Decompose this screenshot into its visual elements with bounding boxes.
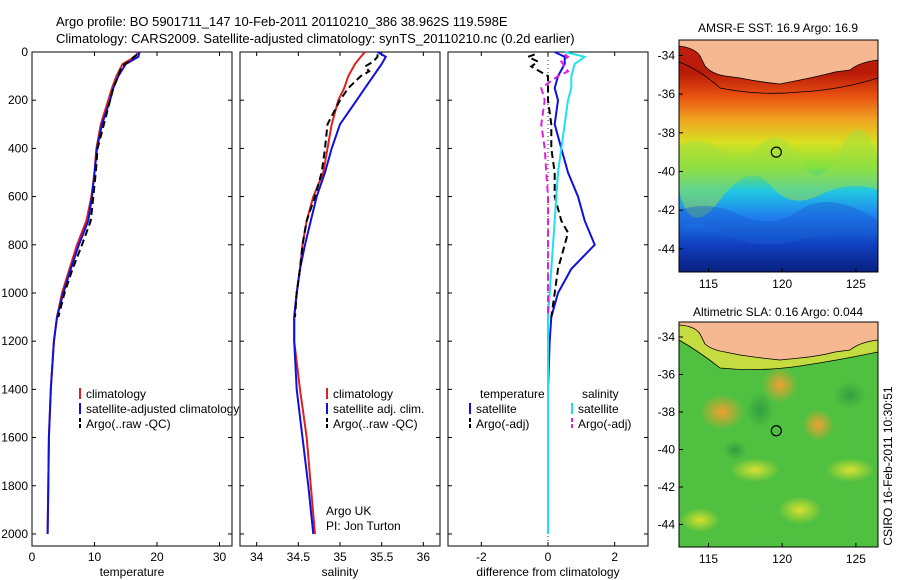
x-tick-label: 35.5 — [370, 550, 394, 564]
y-tick-label: 0 — [21, 45, 28, 59]
x-axis-label: difference from climatology — [476, 565, 619, 579]
y-tick-label: 2000 — [1, 527, 28, 541]
y-tick-label: 400 — [8, 141, 28, 155]
legend-label: Argo(-adj) — [578, 417, 631, 431]
map-y-tick-label: -44 — [658, 518, 676, 532]
legend-label: Argo(..raw -QC) — [86, 417, 171, 431]
series-line — [293, 51, 388, 535]
annotation-text: Argo UK — [326, 504, 371, 518]
map-y-tick-label: -42 — [658, 480, 676, 494]
sst-isobath — [679, 61, 878, 94]
map-x-tick-label: 120 — [772, 552, 792, 566]
x-axis-label: temperature — [100, 565, 165, 579]
legend-label: temperature — [480, 387, 545, 401]
y-tick-label: 1600 — [1, 431, 28, 445]
map-x-tick-label: 125 — [846, 277, 866, 291]
sst-land — [679, 40, 878, 85]
legend-label: Argo(..raw -QC) — [333, 417, 418, 431]
y-tick-label: 800 — [8, 238, 28, 252]
y-tick-label: 1000 — [1, 286, 28, 300]
series-line — [525, 53, 570, 318]
temperature-panel: 0 10 20 30 temperature 0 200 400 600 800 1000 1200 1… — [1, 45, 239, 579]
map-y-tick-label: -44 — [658, 242, 676, 256]
legend-label: Argo(-adj) — [476, 417, 529, 431]
y-tick-label: 1200 — [1, 334, 28, 348]
series-line — [57, 53, 138, 318]
legend-label: climatology — [86, 387, 146, 401]
sst-map-title: AMSR-E SST: 16.9 Argo: 16.9 — [698, 21, 858, 35]
x-axis-label: salinity — [322, 565, 359, 579]
series-line — [547, 51, 588, 534]
x-tick-label: 35 — [333, 550, 347, 564]
header-line-2: Climatology: CARS2009. Satellite-adjuste… — [56, 31, 575, 46]
x-tick-label: 10 — [88, 550, 102, 564]
map-y-tick-label: -36 — [658, 368, 676, 382]
x-tick-label: 34 — [250, 550, 264, 564]
legend-label: satellite — [476, 402, 517, 416]
x-tick-label: -2 — [476, 550, 487, 564]
legend-label: salinity — [582, 387, 619, 401]
x-tick-label: 34.5 — [287, 550, 311, 564]
y-tick-label: 1800 — [1, 479, 28, 493]
series-line — [46, 51, 141, 535]
legend-label: satellite adj. clim. — [333, 402, 424, 416]
plot-frame — [31, 51, 233, 547]
series-line — [540, 53, 570, 318]
y-tick-label: 600 — [8, 190, 28, 204]
legend-label: satellite-adjusted climatology — [86, 402, 239, 416]
map-y-tick-label: -40 — [658, 443, 676, 457]
y-tick-label: 1400 — [1, 382, 28, 396]
map-y-tick-label: -42 — [658, 203, 676, 217]
map-y-tick-label: -40 — [658, 164, 676, 178]
map-x-tick-label: 115 — [699, 552, 718, 566]
map-x-tick-label: 120 — [772, 277, 792, 291]
annotation-text: PI: Jon Turton — [326, 519, 401, 533]
legend-label: satellite — [578, 402, 619, 416]
series-line — [46, 51, 140, 535]
map-y-tick-label: -38 — [658, 126, 676, 140]
x-tick-label: 0 — [545, 550, 552, 564]
sla-argo-marker — [770, 425, 782, 437]
map-x-tick-label: 115 — [699, 277, 718, 291]
sla-land — [679, 322, 878, 361]
map-y-tick-label: -34 — [658, 48, 676, 62]
x-tick-label: 0 — [29, 550, 36, 564]
x-tick-label: 30 — [213, 550, 227, 564]
map-x-tick-label: 125 — [846, 552, 866, 566]
map-y-tick-label: -38 — [658, 405, 676, 419]
sla-map: Altimetric SLA: 0.16 Argo: 0.044 115 120 1… — [658, 305, 879, 566]
legend-label: climatology — [333, 387, 393, 401]
y-tick-label: 200 — [8, 93, 28, 107]
header-line-1: Argo profile: BO 5901711_147 10-Feb-2011… — [56, 14, 508, 29]
map-y-tick-label: -34 — [658, 330, 676, 344]
sst-argo-marker — [770, 146, 782, 158]
map-y-tick-label: -36 — [658, 87, 676, 101]
x-tick-label: 36 — [417, 550, 431, 564]
sla-map-title: Altimetric SLA: 0.16 Argo: 0.044 — [693, 305, 863, 319]
sla-isobath — [679, 339, 878, 370]
series-line — [294, 54, 379, 318]
salinity-panel: 34 34.5 35 35.5 36 salinity climatologysatelli… — [239, 51, 441, 579]
side-timestamp: CSIRO 16-Feb-2011 10:30:51 — [881, 386, 895, 546]
x-tick-label: 20 — [150, 550, 164, 564]
x-tick-label: 2 — [611, 550, 618, 564]
sst-map: AMSR-E SST: 16.9 Argo: 16.9 115 120 125 -34… — [658, 21, 879, 291]
